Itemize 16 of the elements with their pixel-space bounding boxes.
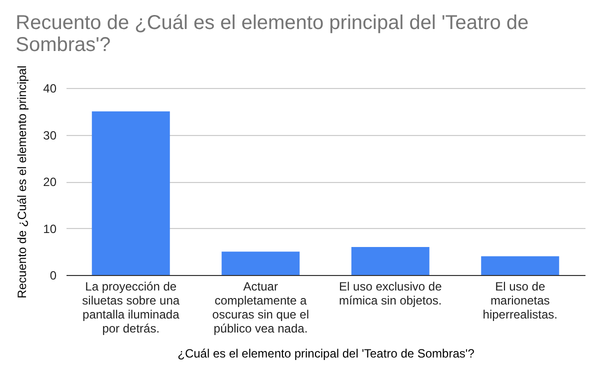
x-tick-label: El uso de marionetas hiperrealistas. <box>482 280 558 322</box>
y-tick-label: 0 <box>50 268 57 282</box>
x-axis-title: ¿Cuál es el elemento principal del 'Teatro de Sombras'? <box>178 346 475 360</box>
bar <box>92 111 170 275</box>
x-tick-label: El uso exclusivo de mímica sin objetos. <box>339 280 442 308</box>
y-tick-label: 40 <box>43 82 57 96</box>
bar <box>481 256 560 275</box>
y-tick-label: 20 <box>43 175 57 189</box>
y-axis-title: Recuento de ¿Cuál es el elemento principal <box>15 66 30 298</box>
chart-title: Recuento de ¿Cuál es el elemento principal del 'Teatro de Sombras'? <box>16 12 529 56</box>
x-tick-label: Actuar completamente a oscuras sin que el público vea nada. <box>212 280 309 336</box>
y-tick-label: 10 <box>43 222 57 236</box>
bar <box>351 246 430 275</box>
x-tick-label: La proyección de siluetas sobre una pantalla iluminada por detrás. <box>82 280 180 336</box>
bar <box>222 252 300 275</box>
y-tick-label: 30 <box>43 128 57 142</box>
